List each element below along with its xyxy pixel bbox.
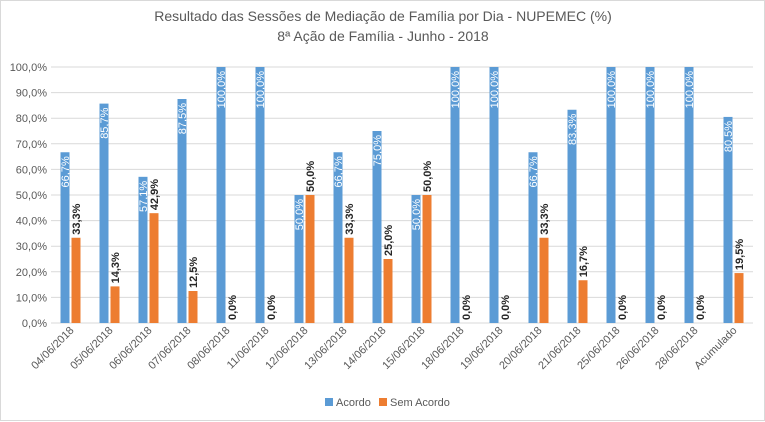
bar-acordo (528, 152, 538, 323)
bar-acordo (489, 67, 499, 323)
bar-acordo (216, 67, 226, 323)
bar-acordo (333, 152, 343, 323)
y-tick-label: 80,0% (16, 113, 47, 125)
y-tick-label: 100,0% (10, 62, 48, 74)
bar-sem-acordo (422, 195, 432, 323)
data-label-acordo: 100,0% (450, 71, 462, 109)
chart-subtitle: 8ª Ação de Família - Junho - 2018 (277, 28, 489, 44)
y-tick-label: 70,0% (16, 139, 47, 151)
bar-acordo (138, 176, 148, 323)
data-label-acordo: 100,0% (216, 71, 228, 109)
bars (60, 67, 744, 323)
y-tick-label: 10,0% (16, 292, 47, 304)
bar-acordo (567, 109, 577, 323)
data-label-acordo: 57,1% (138, 181, 150, 212)
legend-swatch-sem-acordo (379, 398, 387, 406)
bar-acordo (99, 103, 109, 323)
data-label-sem-acordo: 33,3% (344, 203, 356, 234)
y-tick-label: 20,0% (16, 267, 47, 279)
data-label-acordo: 100,0% (489, 71, 501, 109)
bar-sem-acordo (71, 237, 81, 323)
data-label-acordo: 66,7% (333, 156, 345, 187)
gridlines (51, 66, 753, 324)
data-label-sem-acordo: 16,7% (578, 246, 590, 277)
legend: Acordo Sem Acordo (325, 397, 450, 409)
data-label-acordo: 50,0% (411, 199, 423, 230)
data-label-sem-acordo: 33,3% (71, 203, 83, 234)
y-tick-label: 50,0% (16, 190, 47, 202)
data-label-sem-acordo: 14,3% (110, 252, 122, 283)
data-label-acordo: 100,0% (684, 71, 696, 109)
bar-sem-acordo (149, 213, 159, 323)
y-tick-label: 60,0% (16, 164, 47, 176)
bar-sem-acordo (305, 195, 315, 323)
data-label-acordo: 100,0% (645, 71, 657, 109)
data-label-sem-acordo: 0,0% (266, 295, 278, 320)
data-label-sem-acordo: 25,0% (383, 225, 395, 256)
data-label-sem-acordo: 50,0% (422, 161, 434, 192)
data-label-acordo: 66,7% (60, 156, 72, 187)
x-tick-label: Acumulado (692, 325, 739, 372)
data-label-acordo: 80,5% (723, 121, 735, 152)
bar-sem-acordo (110, 286, 120, 323)
data-labels: 66,7% 33,3% 85,7% 14,3% 57,1% 42,9% 87,5% 12,5%… (60, 71, 746, 320)
bar-acordo (372, 131, 382, 323)
bar-acordo (177, 99, 187, 323)
bar-acordo (606, 67, 616, 323)
data-label-acordo: 100,0% (606, 71, 618, 109)
bar-sem-acordo (539, 237, 549, 323)
bar-acordo (723, 116, 733, 323)
data-label-sem-acordo: 19,5% (734, 239, 746, 270)
bar-sem-acordo (344, 237, 354, 323)
legend-swatch-acordo (325, 398, 333, 406)
data-label-acordo: 66,7% (528, 156, 540, 187)
data-label-sem-acordo: 0,0% (695, 295, 707, 320)
chart-title: Resultado das Sessões de Mediação de Fam… (154, 8, 612, 24)
bar-acordo (450, 67, 460, 323)
data-label-acordo: 100,0% (255, 71, 267, 109)
bar-sem-acordo (188, 291, 198, 323)
x-axis-labels: 04/06/201805/06/201806/06/201807/06/2018… (29, 325, 739, 372)
data-label-acordo: 50,0% (294, 199, 306, 230)
bar-acordo (645, 67, 655, 323)
data-label-sem-acordo: 0,0% (227, 295, 239, 320)
data-label-sem-acordo: 42,9% (149, 179, 161, 210)
bar-acordo (60, 152, 70, 323)
data-label-sem-acordo: 33,3% (539, 203, 551, 234)
data-label-acordo: 87,5% (177, 103, 189, 134)
data-label-sem-acordo: 0,0% (656, 295, 668, 320)
legend-label-sem-acordo: Sem Acordo (390, 397, 450, 409)
y-tick-label: 90,0% (16, 88, 47, 100)
legend-label-acordo: Acordo (336, 397, 371, 409)
bar-sem-acordo (383, 259, 393, 323)
y-axis-ticks: 0,0% 10,0% 20,0% 30,0% 40,0% 50,0% 60,0% 70,0% 8… (10, 62, 48, 330)
y-tick-label: 40,0% (16, 216, 47, 228)
data-label-sem-acordo: 0,0% (617, 295, 629, 320)
data-label-sem-acordo: 0,0% (461, 295, 473, 320)
bar-acordo (684, 67, 694, 323)
data-label-sem-acordo: 12,5% (188, 257, 200, 288)
data-label-sem-acordo: 0,0% (500, 295, 512, 320)
bar-acordo (294, 195, 304, 323)
y-tick-label: 0,0% (22, 318, 47, 330)
data-label-acordo: 83,3% (567, 114, 579, 145)
data-label-acordo: 75,0% (372, 135, 384, 166)
data-label-sem-acordo: 50,0% (305, 161, 317, 192)
bar-sem-acordo (578, 280, 588, 323)
y-tick-label: 30,0% (16, 241, 47, 253)
bar-sem-acordo (734, 273, 744, 323)
bar-acordo (255, 67, 265, 323)
bar-acordo (411, 195, 421, 323)
data-label-acordo: 85,7% (99, 107, 111, 138)
